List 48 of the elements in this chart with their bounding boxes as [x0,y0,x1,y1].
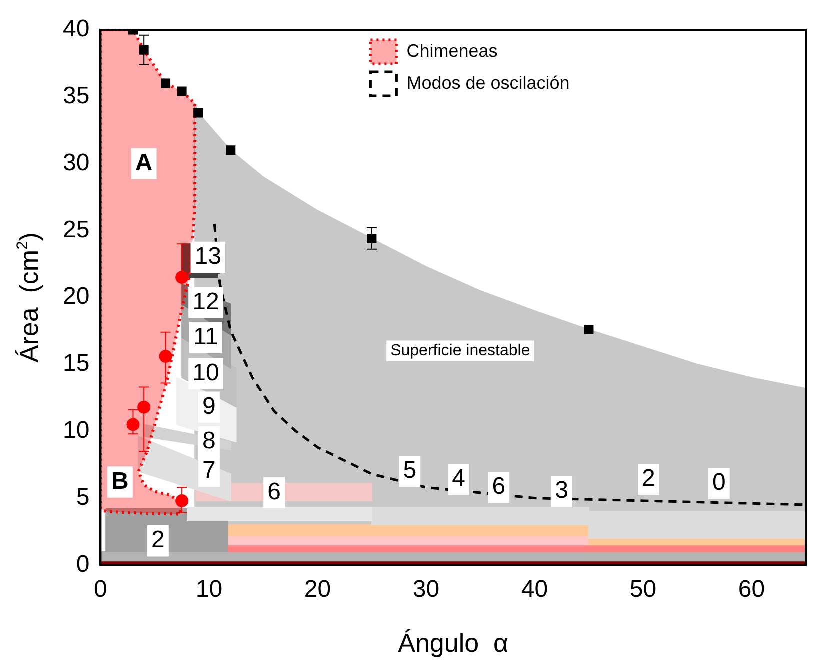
y-axis-title: Área (cm2) [14,232,44,363]
x-tick-label: 30 [412,576,440,604]
y-tick-label: 40 [62,16,90,43]
annotation: 6 [492,473,506,500]
y-tick-label: 30 [62,149,90,176]
x-tick-label: 50 [630,576,657,604]
annotation: 6 [268,478,281,506]
annotation: Superficie inestable [390,342,530,360]
point [161,78,171,88]
annotation: 5 [403,457,417,484]
x-tick-label: 0 [94,576,108,604]
x-axis-title: Ángulo α [398,628,509,658]
annotation: 3 [555,477,569,504]
point [177,86,187,96]
y-tick-label: 15 [62,350,90,378]
annotation: 2 [152,526,165,554]
y-tick-label: 5 [76,484,90,511]
annotation: 10 [192,359,220,386]
point [138,400,151,414]
annotation: 8 [202,428,216,455]
point [226,146,236,156]
x-tick-label: 10 [196,576,223,604]
y-tick-label: 35 [62,82,90,110]
annotation: B [112,468,129,495]
point [159,350,172,363]
x-tick-label: 40 [521,576,548,604]
annotation: 4 [452,465,466,492]
annotation: 12 [192,288,220,316]
annotation: 2 [642,465,656,492]
annotation: 7 [202,457,216,484]
annotation: 0 [712,469,726,496]
x-tick-label: 20 [304,576,332,604]
point [139,45,149,55]
point [126,418,140,432]
annotation: A [135,149,153,176]
y-tick-label: 25 [62,216,90,244]
point [367,234,377,244]
legend-label: Chimeneas [406,40,498,61]
point [584,324,594,334]
annotation: 13 [194,243,222,270]
annotation: 11 [193,323,218,350]
y-tick-label: 20 [62,283,90,310]
y-tick-label: 0 [76,550,90,578]
x-tick-label: 60 [738,576,766,604]
legend-label: Modos de oscilación [406,72,570,93]
point [194,108,204,118]
annotation: 9 [202,392,216,420]
y-tick-label: 10 [62,417,90,444]
